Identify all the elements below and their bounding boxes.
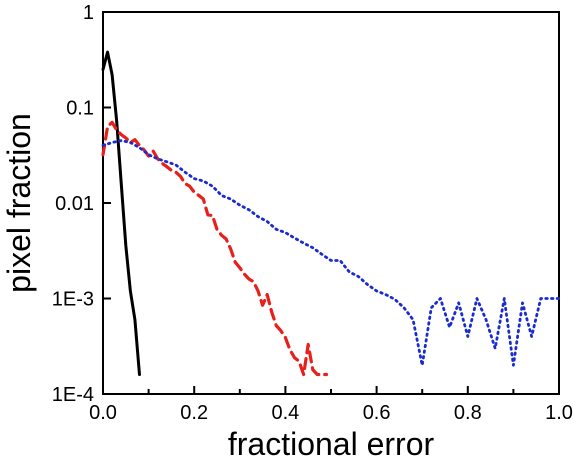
series-line-2	[101, 139, 561, 367]
y-tick-label-4: 1E-4	[52, 384, 94, 406]
series-line-1	[101, 120, 329, 377]
y-tick-label-2: 0.01	[55, 193, 94, 215]
x-axis-label: fractional error	[228, 426, 435, 462]
y-tick-label-0: 1	[83, 2, 94, 24]
x-tick-label-1: 0.2	[180, 402, 208, 424]
x-tick-label-3: 0.6	[363, 402, 391, 424]
y-axis: 1 0.1 0.01 1E-3 1E-4	[52, 2, 111, 406]
y-axis-label: pixel fraction	[1, 113, 37, 293]
x-tick-label-0: 0.0	[89, 402, 117, 424]
x-tick-label-2: 0.4	[271, 402, 299, 424]
series-layer	[101, 50, 561, 377]
y-tick-label-3: 1E-3	[52, 289, 94, 311]
y-tick-label-1: 0.1	[66, 98, 94, 120]
x-tick-label-4: 0.8	[454, 402, 482, 424]
x-axis: 0.0 0.2 0.4 0.6 0.8 1.0	[89, 386, 573, 424]
series-line-0	[101, 50, 141, 377]
x-tick-label-5: 1.0	[545, 402, 573, 424]
